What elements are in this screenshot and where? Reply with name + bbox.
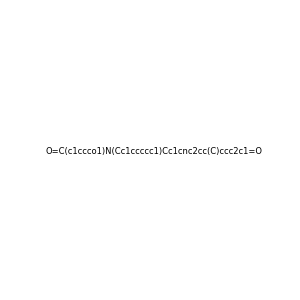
Text: O=C(c1ccco1)N(Cc1ccccc1)Cc1cnc2cc(C)ccc2c1=O: O=C(c1ccco1)N(Cc1ccccc1)Cc1cnc2cc(C)ccc2…: [45, 147, 262, 156]
